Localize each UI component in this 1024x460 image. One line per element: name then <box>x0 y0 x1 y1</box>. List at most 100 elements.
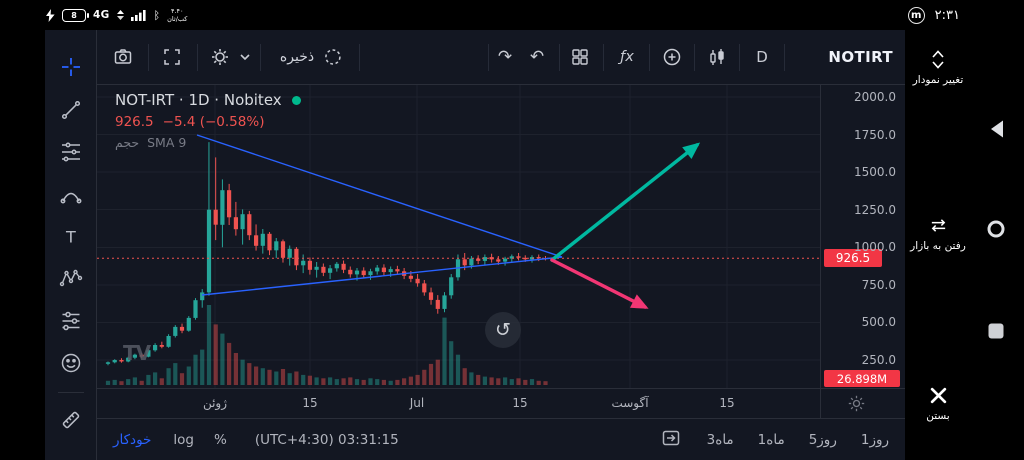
layout-grid-button[interactable] <box>570 39 590 75</box>
forecast-tool-button[interactable] <box>59 309 83 333</box>
chart-legend: NOT-IRT · 1D · Nobitex 926.5 −5.4 (−0.58… <box>115 91 301 150</box>
axis-corner <box>820 388 905 418</box>
legend-change: −5.4 (−0.58%) <box>162 114 265 130</box>
plus-circle-icon <box>663 48 681 66</box>
price-axis-label: 750.0 <box>861 277 896 292</box>
bottom-toolbar: خودکار log % (UTC+4:30) 03:31:15 3ماه 1م… <box>97 418 905 460</box>
recents-square-icon <box>988 323 1004 339</box>
symbol-title: NOT-IRT · 1D · Nobitex <box>115 91 282 109</box>
go-to-date-button[interactable] <box>661 428 681 452</box>
curve-icon <box>60 192 82 204</box>
time-axis-label: Jul <box>409 396 425 410</box>
text-tool-icon: T <box>65 228 76 247</box>
system-side-panel: تغییر نمودار رفتن به بازار بستن <box>905 30 1024 460</box>
log-scale-button[interactable]: log <box>173 431 194 448</box>
range-3m-button[interactable]: 3ماه <box>706 431 734 448</box>
compare-button[interactable] <box>662 39 682 75</box>
toolbar-divider <box>694 44 695 71</box>
symbol-button[interactable]: NOTIRT <box>828 48 893 66</box>
bluetooth-icon: ᛒ <box>153 8 161 22</box>
autoscale-button[interactable]: خودکار <box>113 431 152 448</box>
chart-settings-button[interactable] <box>210 39 250 75</box>
net-speed-unit: کب/ثان <box>167 15 188 23</box>
ruler-tool-button[interactable] <box>59 408 83 432</box>
price-axis-label: 1500.0 <box>854 165 896 180</box>
status-bar: 8 4G ᛒ ۴.۴۰ کب/ثان m ۲:۳۱ <box>0 0 1024 30</box>
home-circle-icon <box>987 220 1005 238</box>
time-axis-label: 15 <box>302 396 318 410</box>
m-app-icon: m <box>907 6 925 24</box>
chart-area[interactable]: NOT-IRT · 1D · Nobitex 926.5 −5.4 (−0.58… <box>97 85 905 418</box>
toolbar-divider <box>649 44 650 71</box>
emoji-tool-button[interactable] <box>59 351 83 375</box>
toolbar-divider <box>197 44 198 71</box>
save-layout-button[interactable]: ذخیره <box>280 39 342 75</box>
xabcd-pattern-tool-button[interactable] <box>59 267 83 291</box>
signal-bars-icon <box>130 9 146 21</box>
go-to-market-button[interactable]: رفتن به بازار <box>907 216 969 254</box>
snapshot-button[interactable] <box>113 39 133 75</box>
trend-line-tool-button[interactable] <box>59 98 83 122</box>
range-1m-button[interactable]: 1ماه <box>757 431 785 448</box>
chevron-up-icon <box>932 50 944 58</box>
data-activity-icon <box>116 10 124 20</box>
symbol-legend-row[interactable]: NOT-IRT · 1D · Nobitex <box>115 91 301 109</box>
go-to-date-icon <box>662 430 679 445</box>
change-chart-button[interactable]: تغییر نمودار <box>907 50 969 88</box>
toolbar-divider <box>559 44 560 71</box>
sun-icon[interactable] <box>848 395 865 412</box>
range-1d-button[interactable]: 1روز <box>860 431 889 448</box>
battery-level: 8 <box>71 10 77 20</box>
time-axis-label: 15 <box>512 396 528 410</box>
tradingview-watermark: TV <box>123 341 151 365</box>
volume-legend-row: حجم SMA 9 <box>115 135 301 150</box>
android-back-button[interactable] <box>985 118 1007 140</box>
refresh-icon: ↺ <box>495 319 511 341</box>
price-axis-label: 1750.0 <box>854 127 896 142</box>
volume-badge: 26.898M <box>824 370 900 387</box>
toolbar-divider <box>148 44 149 71</box>
curve-tool-button[interactable] <box>59 183 83 207</box>
toolbar-divider <box>603 44 604 71</box>
price-scale[interactable]: 926.5 26.898M 2000.0 1750.0 1500.0 1250.0 10… <box>820 85 905 418</box>
android-home-button[interactable] <box>985 218 1007 240</box>
fullscreen-button[interactable] <box>162 39 182 75</box>
indicators-button[interactable]: ƒx <box>620 39 634 75</box>
sliders-icon <box>62 311 80 331</box>
grid-layout-icon <box>572 49 588 65</box>
android-recents-button[interactable] <box>985 320 1007 342</box>
top-toolbar: ذخیره ↷ ↶ ƒx <box>97 30 905 85</box>
refresh-button[interactable]: ↺ <box>485 312 521 348</box>
price-axis-label: 2000.0 <box>854 90 896 104</box>
network-type-label: 4G <box>93 9 110 21</box>
range-5d-button[interactable]: 5روز <box>808 431 837 448</box>
redo-icon: ↷ <box>497 46 513 67</box>
gear-icon <box>212 49 228 65</box>
date-range-buttons: 3ماه 1ماه 5روز 1روز <box>707 432 889 448</box>
toolbar-divider <box>488 44 489 71</box>
time-axis-label: 15 <box>719 396 735 410</box>
timezone-clock-button[interactable]: (UTC+4:30) 03:31:15 <box>254 431 399 448</box>
ruler-icon <box>62 411 80 429</box>
save-label: ذخیره <box>279 49 315 65</box>
candles-icon <box>710 49 724 65</box>
interval-label: D <box>756 48 768 66</box>
fib-retracement-tool-button[interactable] <box>59 140 83 164</box>
fullscreen-icon <box>164 49 180 65</box>
svg-text:T: T <box>65 228 76 247</box>
chart-type-button[interactable] <box>707 39 727 75</box>
redo-button[interactable]: ↷ <box>498 39 512 75</box>
price-axis-label: 500.0 <box>861 315 896 330</box>
status-clock: ۲:۳۱ <box>934 7 960 23</box>
candlestick-chart[interactable] <box>97 85 820 388</box>
close-panel-button[interactable]: بستن <box>907 386 969 424</box>
crosshair-tool-button[interactable] <box>59 55 83 79</box>
horizontal-lines-icon <box>62 142 80 162</box>
drawing-tools-sidebar: T <box>45 30 97 460</box>
time-scale[interactable]: ژوئن 15 Jul 15 آگوست 15 <box>97 388 820 418</box>
percent-scale-button[interactable]: % <box>213 431 227 448</box>
text-tool-button[interactable]: T <box>59 225 83 249</box>
toolbar-divider <box>260 44 261 71</box>
undo-button[interactable]: ↶ <box>530 39 544 75</box>
interval-button[interactable]: D <box>756 39 768 75</box>
